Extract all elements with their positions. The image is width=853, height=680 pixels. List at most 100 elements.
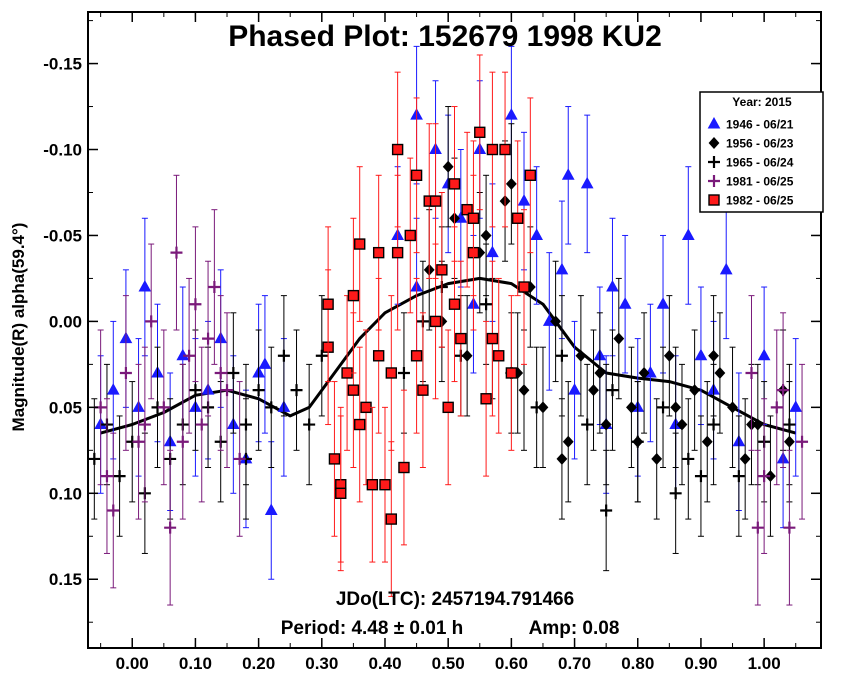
data-point [626, 401, 637, 414]
data-point [417, 384, 429, 396]
series-3 [94, 174, 809, 606]
data-point [391, 246, 404, 259]
data-point [252, 384, 265, 397]
data-point [202, 332, 215, 345]
data-point [448, 298, 461, 310]
data-point [600, 418, 612, 431]
data-point [550, 315, 562, 328]
data-point [385, 367, 398, 379]
data-point [757, 348, 771, 361]
legend-box [699, 91, 824, 213]
data-point [328, 453, 341, 465]
data-point [385, 513, 398, 525]
data-point [113, 470, 126, 483]
data-point [694, 348, 708, 361]
data-point [631, 435, 644, 448]
data-point [486, 332, 499, 345]
y-tick-label: -0.05 [43, 226, 82, 245]
data-point [561, 168, 575, 180]
x-tick-label: 0.50 [432, 654, 465, 673]
amp-annotation: Amp: 0.08 [529, 618, 620, 639]
data-point [580, 176, 594, 189]
data-point [486, 245, 499, 258]
data-point [669, 487, 682, 500]
data-point [505, 367, 518, 379]
data-point [556, 452, 568, 465]
y-tick-label: 0.15 [49, 570, 82, 589]
data-point [474, 126, 486, 139]
data-point [682, 452, 695, 465]
data-point [480, 393, 492, 405]
data-point [372, 350, 385, 362]
data-point [208, 281, 221, 294]
data-point [354, 418, 366, 431]
data-point [594, 367, 606, 379]
data-point [714, 367, 726, 379]
series-4 [322, 54, 537, 597]
data-point [391, 143, 404, 156]
legend-label: 1946 - 06/21 [726, 118, 794, 132]
data-point [106, 383, 120, 395]
data-point [132, 435, 145, 448]
data-point [119, 366, 132, 379]
data-point [379, 479, 391, 491]
data-point [258, 357, 272, 369]
data-point [499, 143, 511, 156]
data-point [366, 479, 379, 491]
data-point [796, 435, 809, 448]
legend-label: 1956 - 06/23 [726, 137, 794, 151]
data-point [397, 366, 410, 379]
y-tick-label: 0.05 [49, 398, 82, 417]
data-point [176, 435, 189, 448]
data-point [656, 297, 670, 309]
data-point [777, 384, 790, 397]
data-point [530, 228, 543, 240]
data-point [410, 350, 423, 362]
data-point [486, 143, 499, 156]
data-point [88, 452, 101, 465]
data-point [107, 504, 120, 517]
data-point [651, 452, 663, 465]
data-point [581, 418, 594, 431]
data-point [600, 504, 613, 517]
legend-marker [708, 156, 720, 168]
data-point [505, 108, 518, 120]
data-point [448, 178, 461, 190]
data-point [170, 246, 183, 259]
jdo-annotation: JDo(LTC): 2457194.791466 [336, 589, 574, 610]
data-point [638, 367, 650, 379]
y-tick-label: -0.10 [43, 141, 82, 160]
data-point [264, 503, 278, 515]
data-point [511, 212, 524, 224]
legend-marker [708, 137, 720, 149]
data-points-layer [88, 45, 809, 606]
y-axis-label: Magnitude(R) alpha(59.4°) [9, 223, 28, 432]
data-point [689, 384, 701, 397]
data-point [739, 452, 751, 465]
data-point [436, 264, 448, 276]
data-point [765, 470, 776, 483]
data-point [537, 401, 549, 414]
legend-marker [707, 116, 721, 129]
data-point [562, 435, 574, 448]
data-point [613, 332, 625, 345]
data-point [707, 418, 720, 431]
data-point [670, 401, 682, 414]
data-point [783, 521, 796, 534]
y-tick-label: 0.10 [49, 484, 82, 503]
data-point [265, 401, 278, 414]
x-tick-label: 0.10 [179, 654, 212, 673]
data-point [783, 418, 796, 431]
y-tick-label: -0.15 [43, 55, 82, 74]
data-point [758, 470, 771, 483]
data-point [214, 366, 227, 379]
data-point [347, 289, 360, 302]
data-point [138, 418, 151, 431]
data-point [694, 470, 707, 483]
x-tick-label: 1.00 [748, 654, 781, 673]
data-point [335, 487, 347, 499]
data-point [681, 228, 695, 240]
x-tick-label: 0.00 [116, 654, 149, 673]
x-axis: 0.00 0.10 0.20 0.30 0.40 0.50 0.60 0.70 0.80 0.90… [100, 12, 797, 673]
